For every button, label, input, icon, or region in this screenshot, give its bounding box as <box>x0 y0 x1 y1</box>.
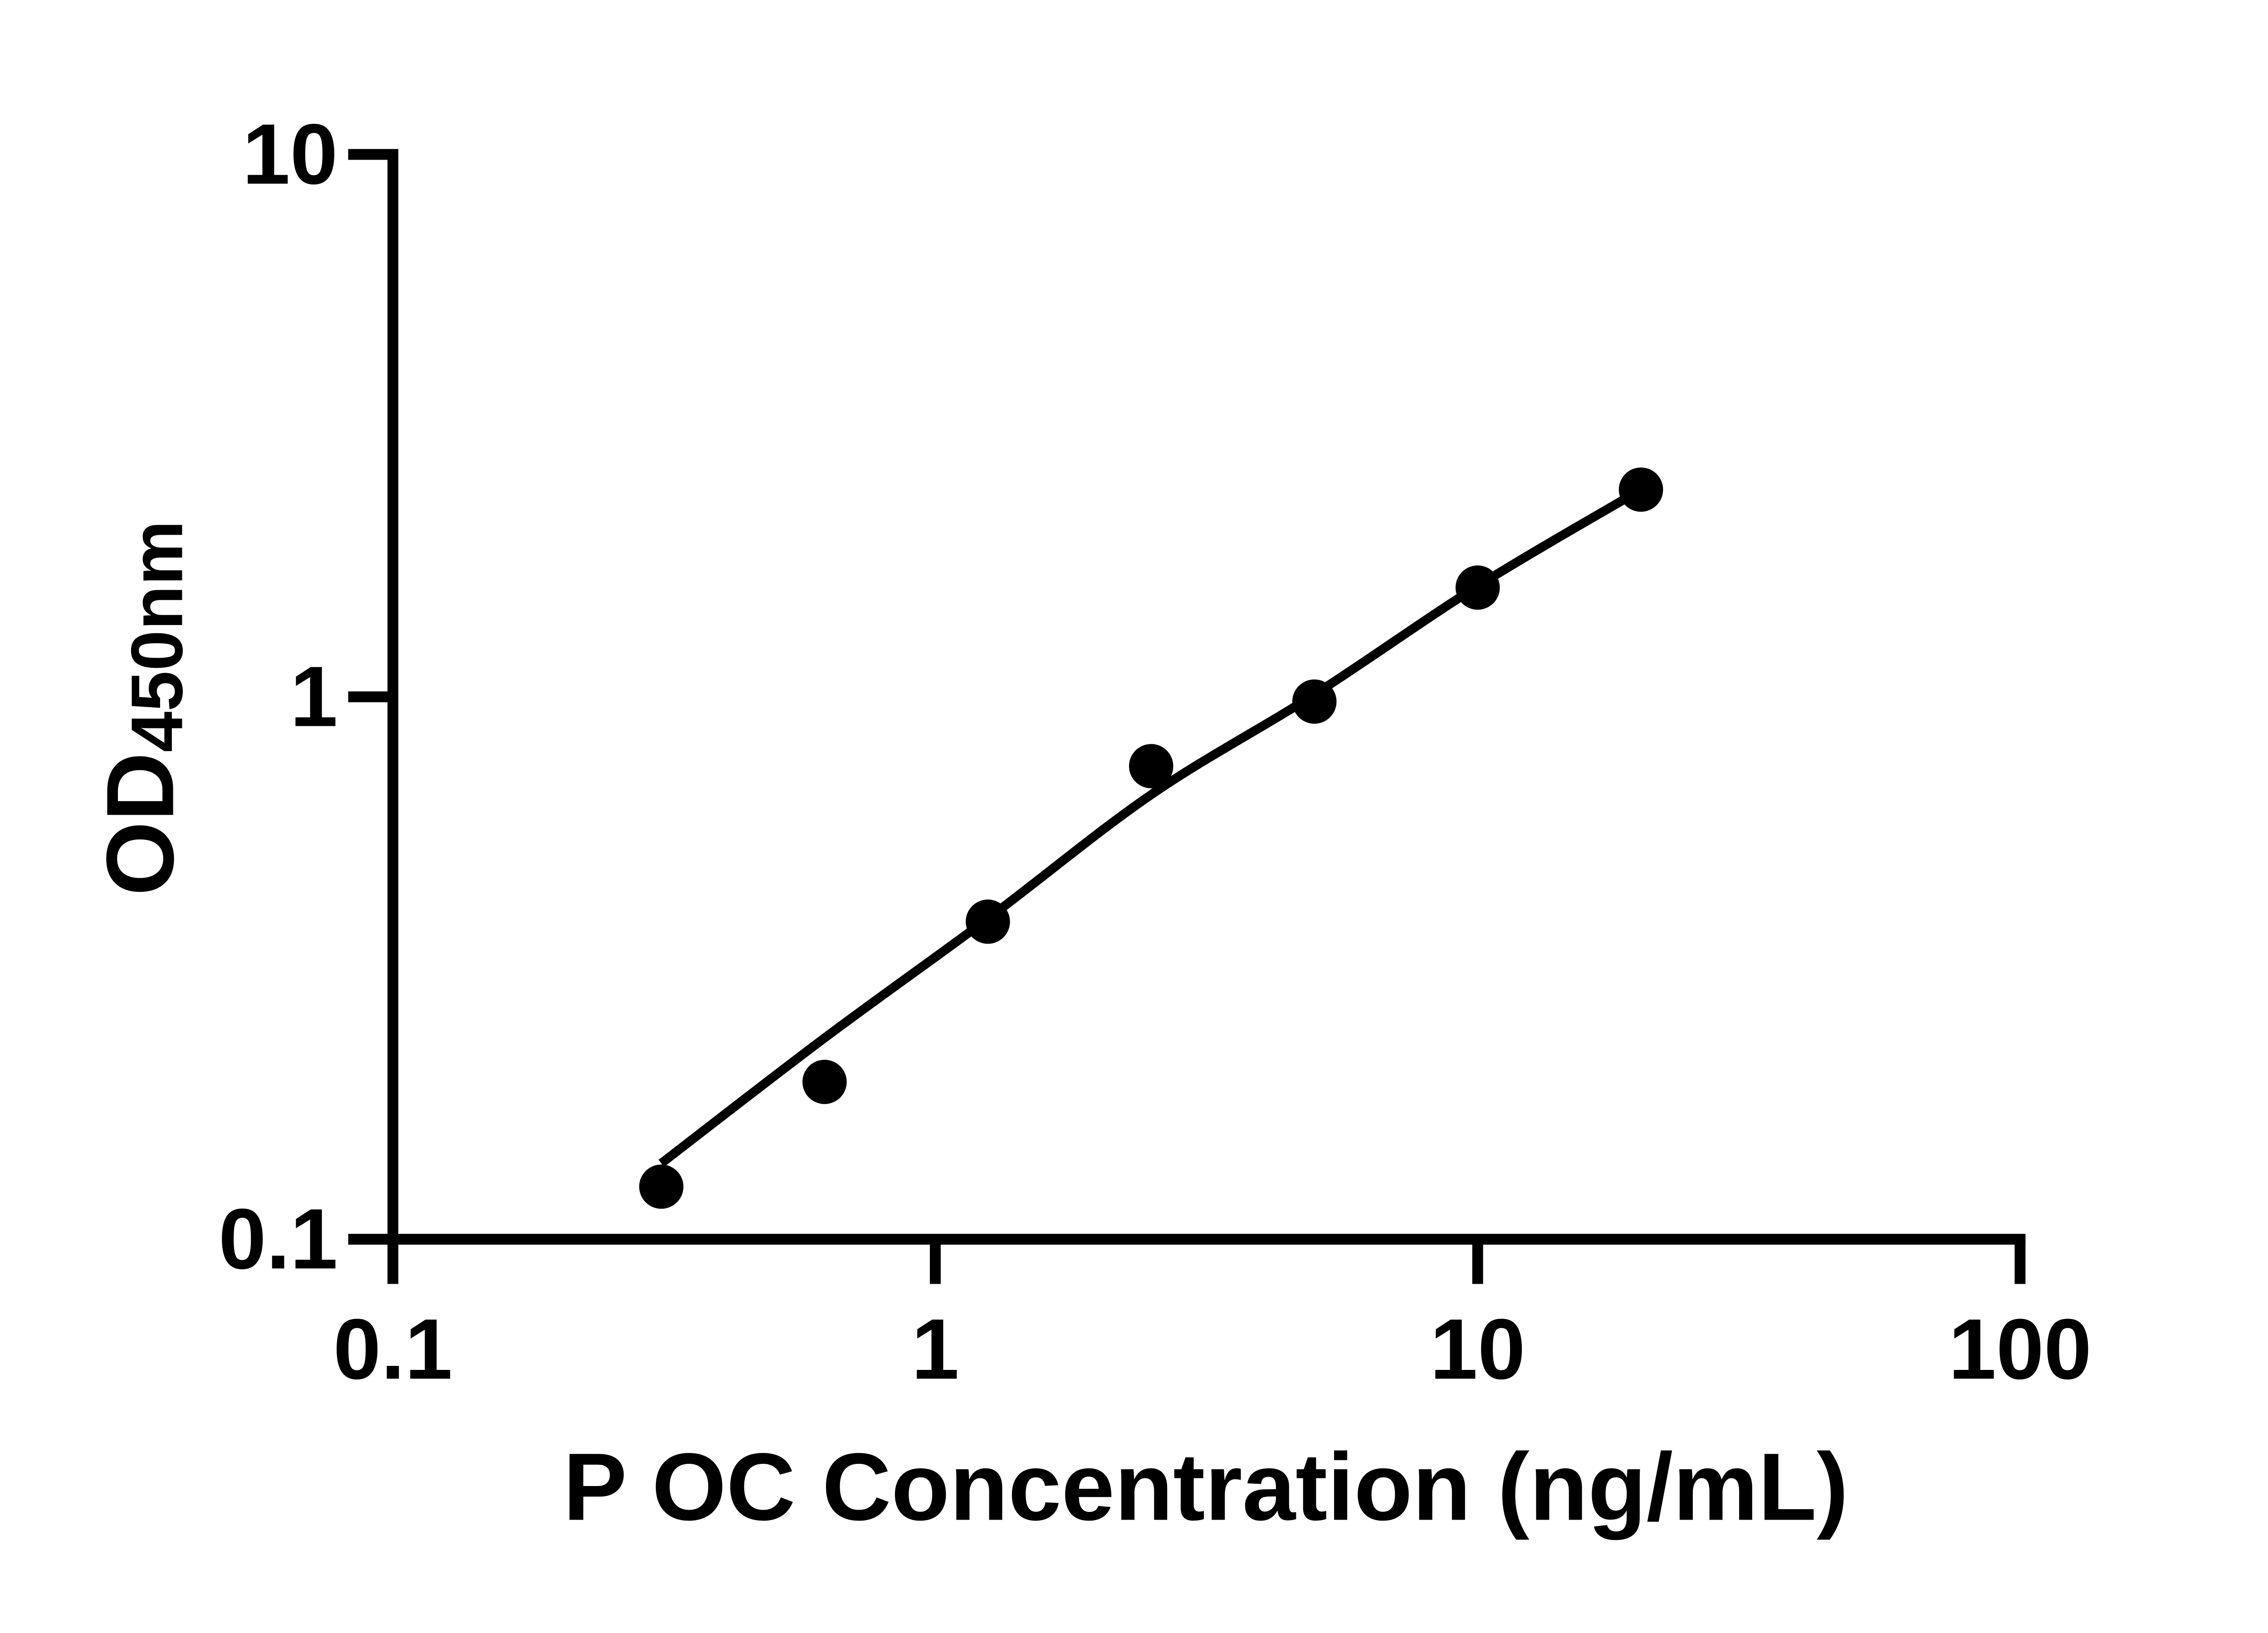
x-axis-title: P OC Concentration (ng/mL) <box>563 1433 1848 1540</box>
axes <box>387 149 2026 1245</box>
y-axis-title-subscript: 450nm <box>116 520 198 752</box>
y-axis-title-main: OD <box>87 752 194 896</box>
data-point <box>1129 744 1173 788</box>
data-points-group <box>639 467 1663 1209</box>
data-point <box>639 1164 684 1209</box>
data-point <box>802 1060 847 1104</box>
x-tick-label: 0.1 <box>333 1301 453 1397</box>
y-axis-title: OD450nm <box>87 520 198 896</box>
data-point <box>1455 565 1500 610</box>
y-tick-label: 10 <box>242 107 337 202</box>
x-tick-label: 10 <box>1430 1301 1525 1397</box>
axis-ticks <box>348 149 2026 1284</box>
data-point <box>1618 467 1663 512</box>
x-tick-label: 100 <box>1949 1301 2092 1397</box>
y-tick-label: 1 <box>290 649 338 745</box>
y-tick-label: 0.1 <box>219 1191 338 1287</box>
axis-tick-labels: 0.1 1 10 100 0.1 1 10 <box>219 107 2092 1397</box>
x-tick-label: 1 <box>911 1301 959 1397</box>
data-point <box>1292 679 1337 724</box>
data-point <box>966 900 1010 944</box>
